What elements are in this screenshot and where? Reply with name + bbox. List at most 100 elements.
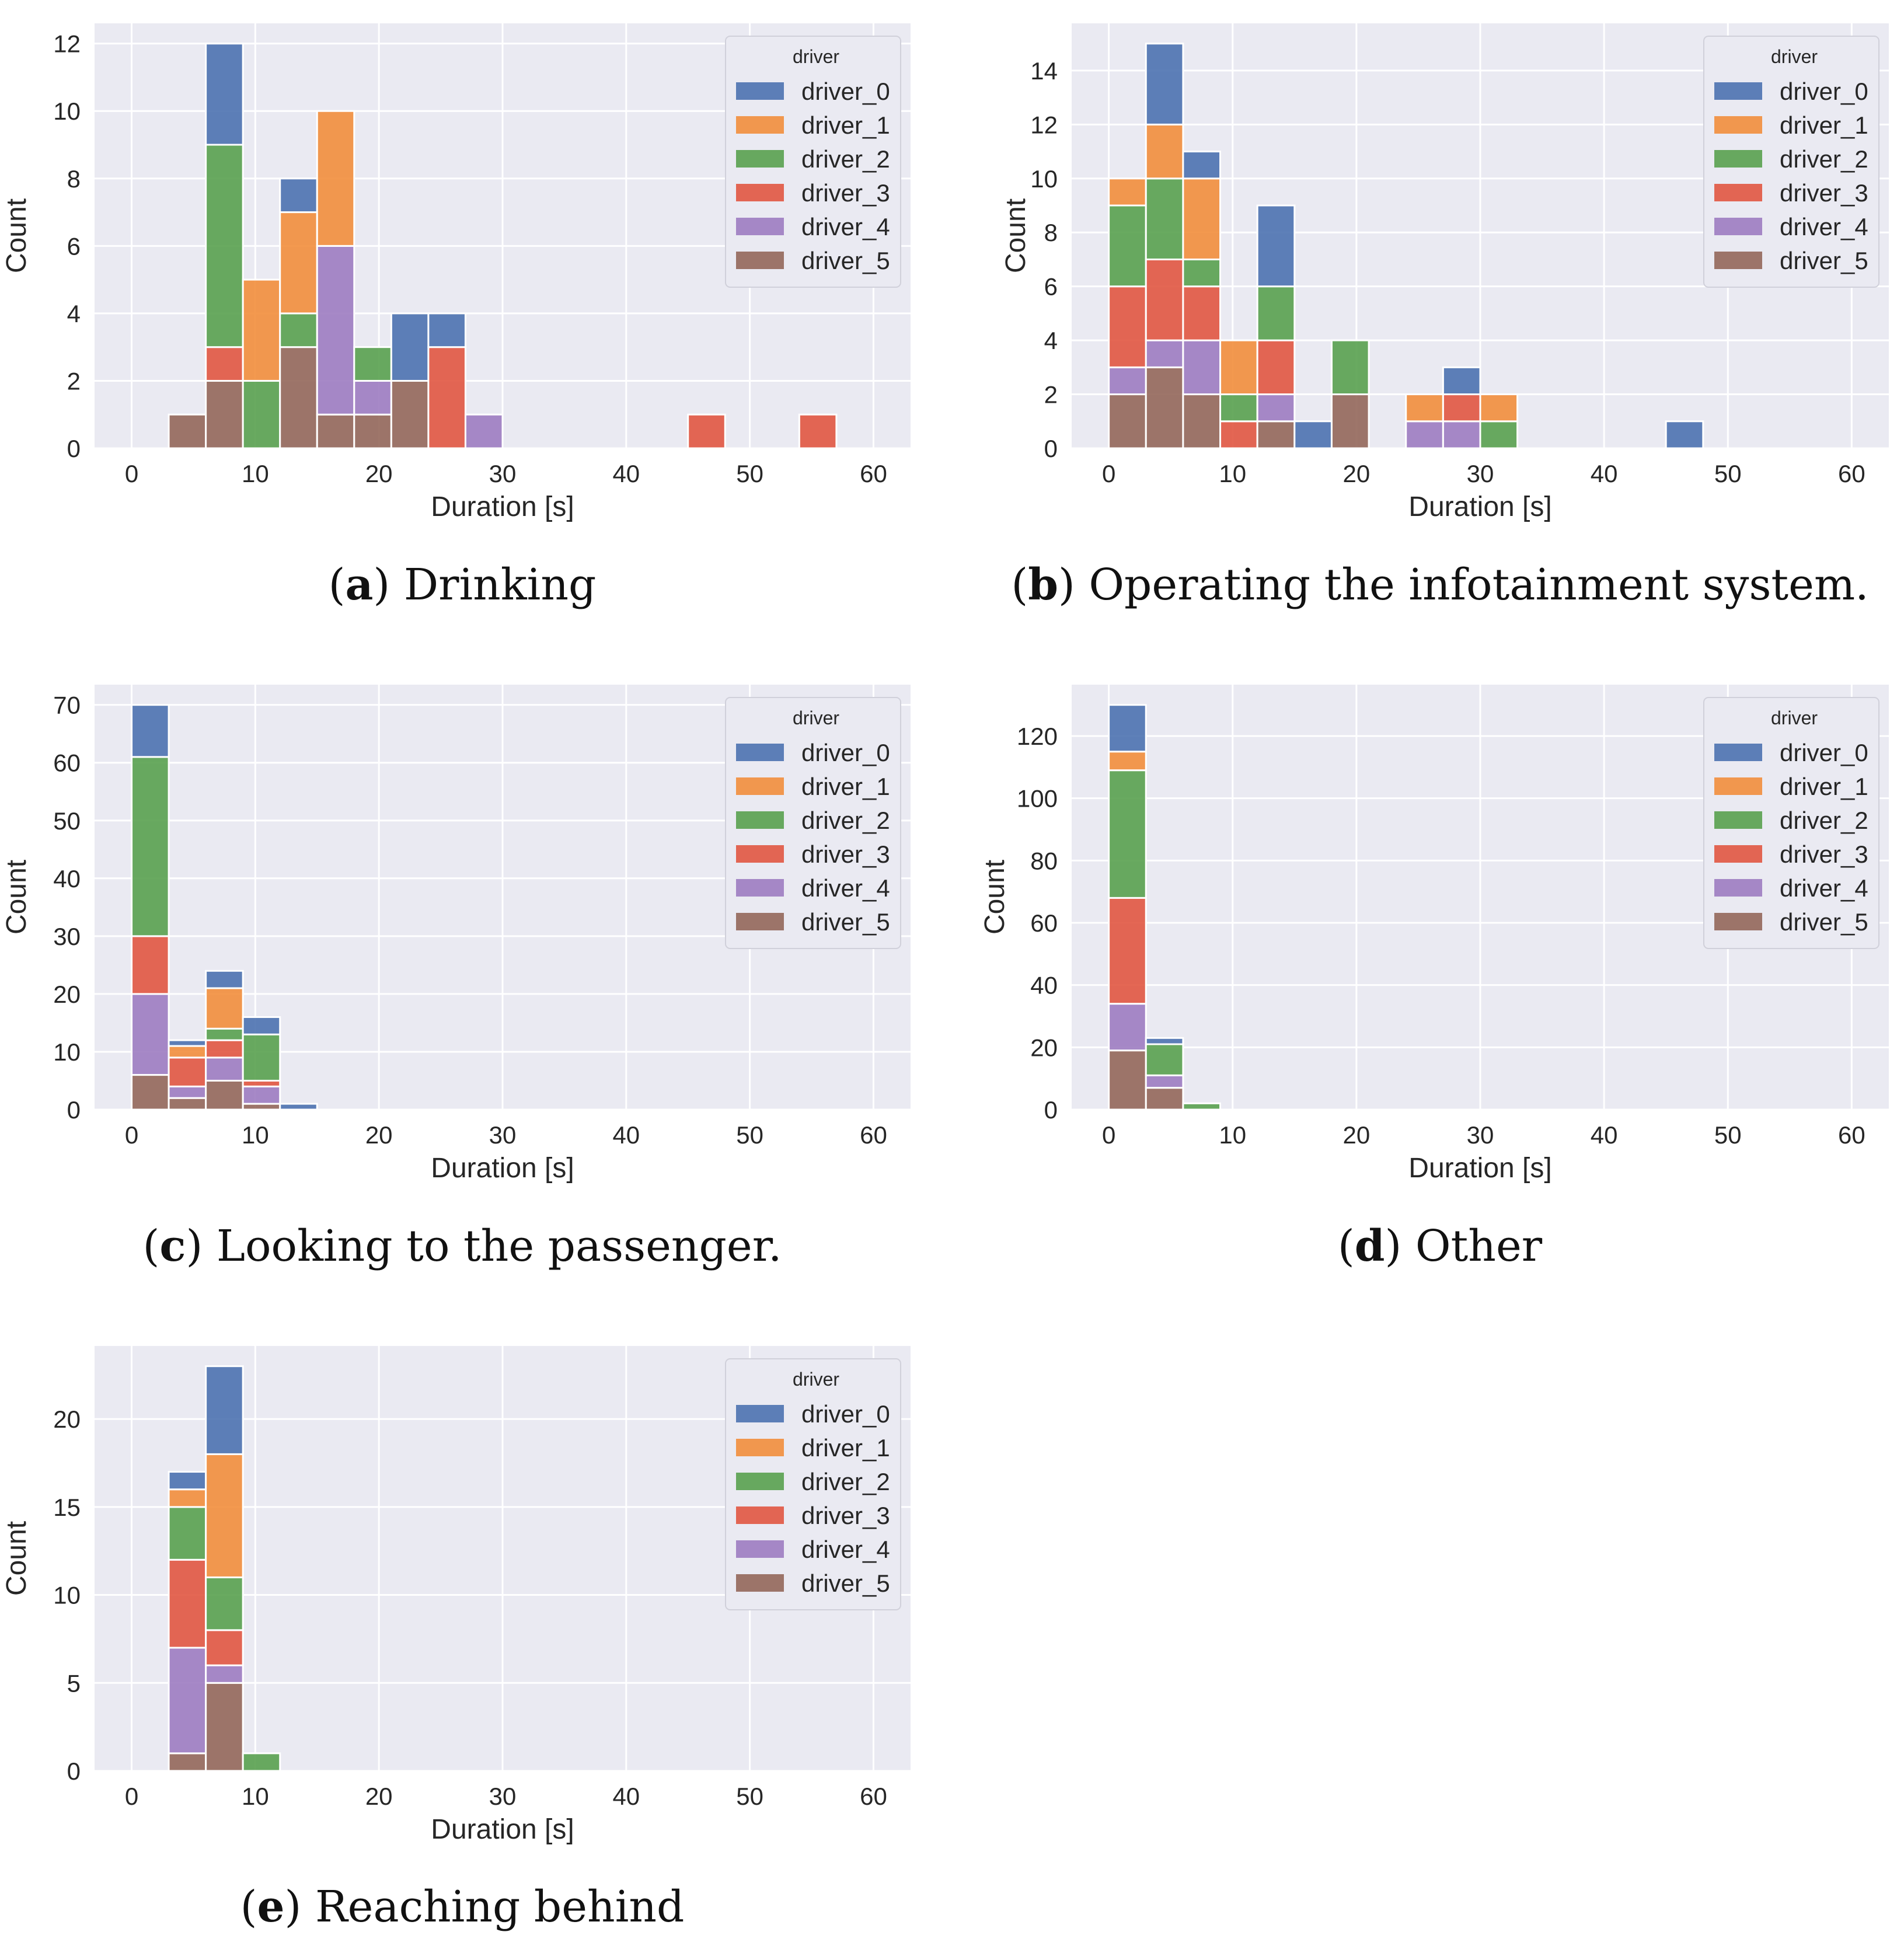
legend-swatch-driver-3 [736, 845, 784, 863]
legend-swatch-driver-0 [1714, 82, 1762, 100]
x-tick-label: 60 [860, 460, 887, 487]
bar-driver-3 [1256, 339, 1296, 396]
x-tick-label: 30 [1467, 1121, 1494, 1149]
bar-driver-4 [316, 245, 355, 416]
caption-letter: a [345, 560, 373, 610]
bar-driver-1 [1479, 393, 1519, 423]
legend-swatch-driver-0 [736, 744, 784, 761]
x-tick-label: 60 [1838, 1121, 1865, 1149]
bar-driver-4 [1405, 420, 1444, 449]
x-tick-label: 0 [1102, 1121, 1115, 1149]
bar-driver-2 [353, 346, 392, 382]
legend-swatch-driver-4 [1714, 879, 1762, 897]
y-tick-label: 12 [1030, 111, 1058, 138]
legend-swatch-driver-5 [736, 252, 784, 269]
y-tick-label: 10 [53, 1038, 81, 1066]
legend-entry-driver-5: driver_5 [801, 1570, 890, 1597]
bar-driver-2 [242, 379, 281, 449]
x-tick-label: 30 [489, 460, 517, 487]
bar-driver-2 [205, 144, 244, 348]
bar-driver-0 [168, 1039, 207, 1047]
x-tick-label: 10 [242, 1783, 269, 1810]
caption-paren-open: ( [240, 1882, 257, 1932]
x-tick-label: 30 [489, 1783, 517, 1810]
y-tick-label: 0 [67, 1757, 81, 1785]
legend-entry-driver-2: driver_2 [801, 1468, 890, 1495]
caption-e: (e) Reaching behind [240, 1882, 685, 1932]
legend-entry-driver-4: driver_4 [1780, 213, 1868, 240]
legend-entry-driver-1: driver_1 [801, 1434, 890, 1462]
bar-driver-2 [242, 1752, 281, 1772]
legend-entry-driver-4: driver_4 [801, 1536, 890, 1563]
caption-paren-open: ( [1011, 560, 1028, 610]
bar-driver-3 [205, 346, 244, 382]
bar-driver-5 [1108, 393, 1147, 449]
bar-driver-0 [168, 1471, 207, 1491]
x-tick-label: 60 [860, 1783, 887, 1810]
bar-driver-5 [168, 1752, 207, 1772]
bar-driver-2 [1108, 769, 1147, 899]
y-tick-label: 0 [67, 1096, 81, 1124]
bar-driver-4 [205, 1664, 244, 1684]
legend-entry-driver-3: driver_3 [1780, 179, 1868, 207]
x-tick-label: 40 [1591, 460, 1618, 487]
y-tick-label: 0 [1044, 435, 1058, 462]
legend-swatch-driver-0 [1714, 744, 1762, 761]
bar-driver-1 [1182, 177, 1222, 260]
bar-driver-0 [1108, 704, 1147, 753]
bar-driver-1 [316, 110, 355, 247]
caption-c: (c) Looking to the passenger. [143, 1221, 782, 1271]
legend-entry-driver-0: driver_0 [1780, 78, 1868, 105]
caption-text: ) Other [1385, 1221, 1543, 1271]
y-axis-label: Count [1, 198, 32, 273]
bar-driver-2 [1145, 177, 1184, 260]
legend-swatch-driver-1 [736, 1439, 784, 1456]
bar-driver-5 [1256, 420, 1296, 449]
y-tick-label: 60 [53, 749, 81, 777]
bar-driver-3 [168, 1056, 207, 1087]
legend-entry-driver-2: driver_2 [1780, 145, 1868, 173]
x-tick-label: 50 [736, 1783, 763, 1810]
bar-driver-2 [1108, 204, 1147, 288]
x-tick-label: 30 [489, 1121, 517, 1149]
bar-driver-0 [390, 312, 430, 382]
x-tick-label: 40 [612, 460, 640, 487]
bar-driver-5 [1145, 1087, 1184, 1111]
y-tick-label: 4 [1044, 327, 1058, 354]
legend-entry-driver-0: driver_0 [801, 78, 890, 105]
bar-driver-1 [168, 1488, 207, 1508]
legend-entry-driver-4: driver_4 [1780, 874, 1868, 902]
x-tick-label: 20 [365, 1783, 393, 1810]
bar-driver-5 [1145, 366, 1184, 449]
legend-title: driver [793, 707, 839, 728]
y-tick-label: 4 [67, 300, 81, 327]
legend-title: driver [1771, 46, 1818, 67]
bar-driver-3 [1108, 897, 1147, 1005]
y-tick-label: 20 [53, 1406, 81, 1433]
bar-driver-1 [1108, 177, 1147, 207]
bar-driver-1 [205, 1453, 244, 1578]
bar-driver-3 [168, 1558, 207, 1649]
legend-swatch-driver-1 [736, 777, 784, 795]
y-tick-label: 0 [1044, 1096, 1058, 1124]
bar-driver-0 [205, 43, 244, 146]
bar-driver-4 [464, 413, 504, 449]
x-tick-label: 20 [1343, 1121, 1371, 1149]
bar-driver-4 [168, 1085, 207, 1099]
bar-driver-4 [353, 379, 392, 416]
legend-entry-driver-5: driver_5 [1780, 908, 1868, 936]
y-tick-label: 20 [53, 981, 81, 1008]
bar-driver-5 [1330, 393, 1370, 449]
legend-swatch-driver-0 [736, 1405, 784, 1422]
bar-driver-0 [205, 1365, 244, 1455]
bar-driver-4 [242, 1085, 281, 1105]
bar-driver-1 [1405, 393, 1444, 423]
legend-entry-driver-4: driver_4 [801, 874, 890, 902]
bar-driver-5 [1108, 1049, 1147, 1111]
y-tick-label: 15 [53, 1494, 81, 1521]
y-tick-label: 8 [67, 165, 81, 193]
bar-driver-5 [353, 413, 392, 449]
panel-d: 0 10 20 30 40 50 60 0 20 40 60 80 100 120 Duration [s]… [979, 685, 1889, 1271]
bar-driver-0 [427, 312, 466, 348]
